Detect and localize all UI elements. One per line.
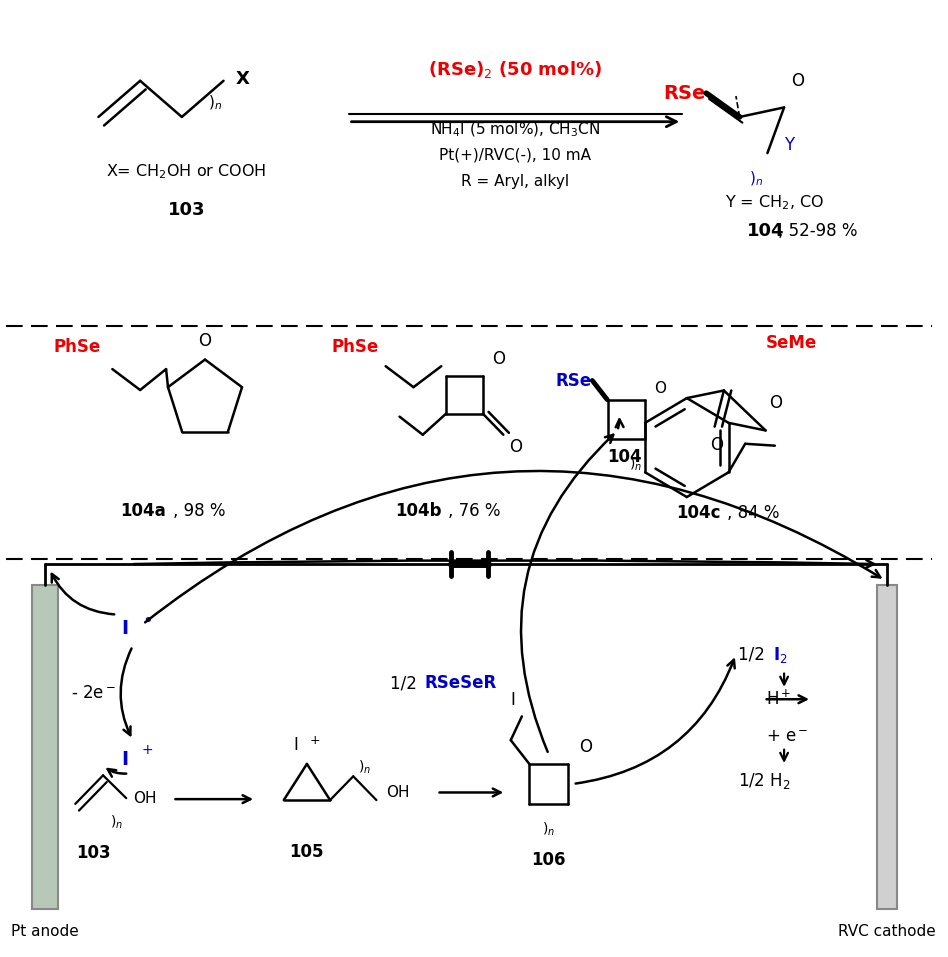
Text: 1/2 H$_2$: 1/2 H$_2$ (738, 771, 790, 791)
Text: +: + (142, 743, 154, 757)
Text: 105: 105 (290, 843, 324, 861)
Text: O: O (654, 381, 666, 396)
Text: OH: OH (386, 785, 410, 800)
Text: 104: 104 (747, 222, 785, 239)
Bar (877, 585, 897, 908)
Text: RSeSeR: RSeSeR (425, 674, 497, 692)
Text: I: I (510, 691, 515, 709)
Text: PhSe: PhSe (54, 338, 101, 356)
Bar (31, 585, 58, 908)
Text: RVC cathode: RVC cathode (838, 924, 936, 939)
Text: O: O (492, 350, 505, 368)
Text: $)_n$: $)_n$ (629, 456, 643, 473)
Text: O: O (509, 437, 522, 456)
Text: 1/2: 1/2 (738, 646, 770, 663)
Text: SeMe: SeMe (765, 334, 816, 352)
Text: + e$^-$: + e$^-$ (766, 728, 808, 746)
Text: , 98 %: , 98 % (173, 502, 225, 521)
Text: $)_n$: $)_n$ (111, 813, 123, 831)
Text: $)_n$: $)_n$ (208, 93, 222, 112)
Text: 104c: 104c (677, 504, 721, 523)
Text: OH: OH (133, 790, 156, 806)
Text: H$^+$: H$^+$ (766, 690, 791, 709)
Text: I$_2$: I$_2$ (773, 644, 788, 664)
Text: O: O (198, 332, 211, 350)
Text: NH$_4$I (5 mol%), CH$_3$CN: NH$_4$I (5 mol%), CH$_3$CN (430, 121, 600, 139)
Text: O: O (770, 394, 782, 412)
Text: I: I (121, 619, 129, 638)
Text: I: I (121, 749, 129, 768)
Text: $)_n$: $)_n$ (749, 169, 763, 188)
Text: - 2e$^-$: - 2e$^-$ (71, 683, 117, 701)
Text: 103: 103 (168, 201, 205, 219)
Text: 1/2: 1/2 (391, 674, 423, 692)
Text: Y = CH$_2$, CO: Y = CH$_2$, CO (725, 193, 825, 211)
Text: RSe: RSe (663, 83, 705, 102)
Text: , 84 %: , 84 % (727, 504, 779, 523)
Text: PhSe: PhSe (332, 338, 379, 356)
Text: O: O (579, 738, 592, 756)
Text: 104b: 104b (395, 502, 442, 521)
Text: X: X (236, 70, 249, 88)
Text: , 76 %: , 76 % (447, 502, 501, 521)
Text: , 52-98 %: , 52-98 % (777, 222, 857, 239)
Text: O: O (792, 73, 805, 90)
Text: 104: 104 (608, 448, 642, 466)
Text: 103: 103 (77, 844, 111, 862)
Text: (RSe)$_2$ (50 mol%): (RSe)$_2$ (50 mol%) (428, 59, 602, 79)
Text: Pt anode: Pt anode (10, 924, 79, 939)
Text: $)_n$: $)_n$ (358, 759, 371, 776)
Text: R = Aryl, alkyl: R = Aryl, alkyl (462, 174, 570, 189)
Text: O: O (710, 436, 723, 455)
Text: 106: 106 (532, 852, 566, 870)
Text: Pt(+)/RVC(-), 10 mA: Pt(+)/RVC(-), 10 mA (440, 147, 592, 163)
Text: $)_n$: $)_n$ (542, 821, 556, 838)
Text: I: I (293, 737, 298, 754)
Text: +: + (310, 734, 320, 746)
Text: •: • (142, 612, 153, 631)
Text: X= CH$_2$OH or COOH: X= CH$_2$OH or COOH (106, 163, 266, 181)
Text: RSe: RSe (556, 372, 592, 390)
Text: Y: Y (784, 137, 794, 154)
Text: 104a: 104a (120, 502, 166, 521)
